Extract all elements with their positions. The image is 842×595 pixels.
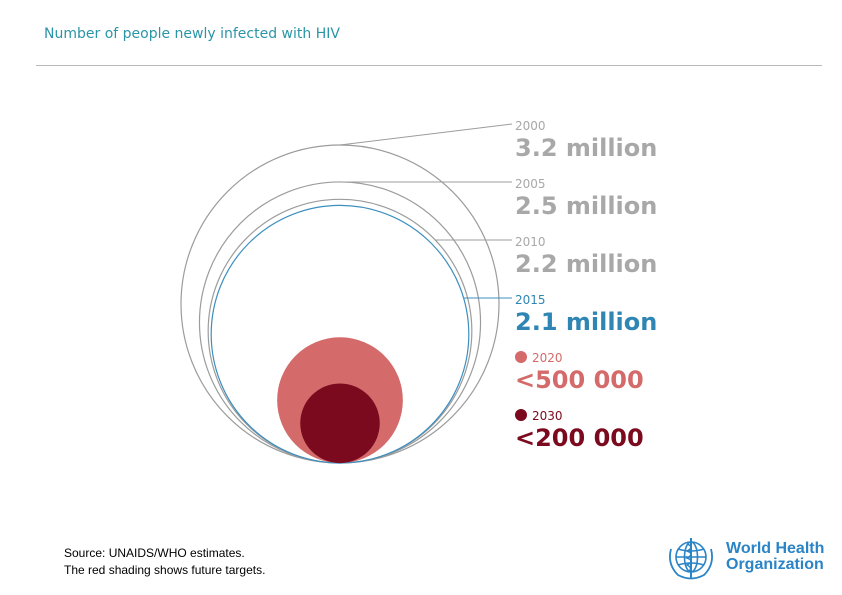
title-divider xyxy=(36,65,822,66)
circle-2030 xyxy=(300,383,380,463)
value-label-2000: 3.2 million xyxy=(515,134,657,162)
logo-line-1: World Health xyxy=(726,540,825,557)
source-line: Source: UNAIDS/WHO estimates. xyxy=(64,546,245,560)
value-label-2020: <500 000 xyxy=(515,366,644,394)
year-label-2015: 2015 xyxy=(515,293,546,307)
value-label-2010: 2.2 million xyxy=(515,250,657,278)
source-note: Source: UNAIDS/WHO estimates. The red sh… xyxy=(64,545,265,579)
value-label-2030: <200 000 xyxy=(515,424,644,452)
year-label-2030: 2030 xyxy=(532,409,563,423)
leader-line-2000 xyxy=(339,123,513,146)
year-label-2005: 2005 xyxy=(515,177,546,191)
chart-title: Number of people newly infected with HIV xyxy=(44,26,340,42)
year-label-2020: 2020 xyxy=(532,351,563,365)
legend-dot-2020 xyxy=(515,351,527,363)
legend-dot-2030 xyxy=(515,409,527,421)
footnote-line: The red shading shows future targets. xyxy=(64,563,266,577)
value-label-2005: 2.5 million xyxy=(515,192,657,220)
who-logo-text: World Health Organization xyxy=(726,541,824,573)
who-emblem-icon xyxy=(669,538,713,580)
year-label-2010: 2010 xyxy=(515,235,546,249)
year-label-2000: 2000 xyxy=(515,119,546,133)
value-label-2015: 2.1 million xyxy=(515,308,657,336)
logo-line-2: Organization xyxy=(726,556,824,573)
